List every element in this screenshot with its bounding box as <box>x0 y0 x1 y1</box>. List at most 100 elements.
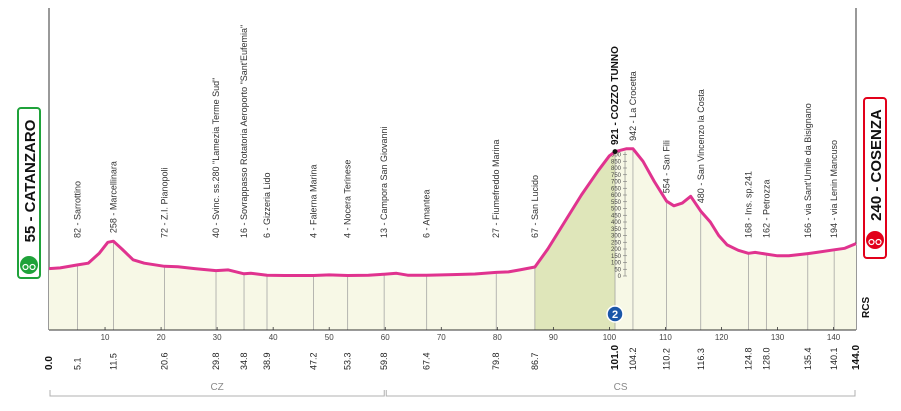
km-marker-label: 20.6 <box>159 352 169 370</box>
km-marker-label: 144.0 <box>851 345 862 370</box>
km-marker-label: 124.8 <box>743 347 753 370</box>
km-marker-label: 116.3 <box>696 348 706 370</box>
finish-badge-box <box>863 97 887 259</box>
climb-scale-label: 850 <box>611 159 622 165</box>
km-marker-label: 29.8 <box>211 352 221 370</box>
finish-city-label: 240 - COSENZA <box>868 109 885 221</box>
km-marker-label: 5.1 <box>73 357 83 370</box>
waypoint-label: 82 - Sarrottino <box>73 181 83 238</box>
km-marker-label: 11.5 <box>108 353 118 370</box>
waypoint-label: 4 - Nocera Terinese <box>343 160 353 238</box>
km-marker-label: 38.9 <box>262 352 272 370</box>
km-marker-label: 135.4 <box>803 347 813 370</box>
climb-category-badge <box>606 305 624 323</box>
start-city-label: 55 - CATANZARO <box>22 119 39 242</box>
km-marker-label: 110.2 <box>662 348 672 370</box>
km-tick-label: 140 <box>827 333 841 342</box>
waypoint-label: 166 - via Sant'Umile da Bisignano <box>803 103 813 238</box>
start-bike-wheel-l <box>22 263 29 271</box>
climb-scale-label: 650 <box>611 186 622 192</box>
summit-dot <box>612 149 618 155</box>
finish-bike-wheel-l <box>868 238 875 246</box>
rcs-logo-text: RCS <box>861 297 872 318</box>
region-brackets: CZ CS <box>49 382 856 397</box>
km-tick-label: 130 <box>771 333 785 342</box>
start-badge: 55 - CATANZARO <box>17 107 41 279</box>
climb-scale-label: 700 <box>611 180 622 186</box>
km-tick-label: 120 <box>715 333 729 342</box>
climb-scale-label: 400 <box>611 220 622 226</box>
waypoint-label: 67 - San Lucido <box>530 175 540 238</box>
km-marker-label: 101.0 <box>610 345 621 370</box>
km-tick-label: 70 <box>437 333 446 342</box>
km-marker-label: 140.1 <box>829 347 839 370</box>
climb-scale-label: 550 <box>611 200 622 206</box>
km-tick-label: 80 <box>493 333 502 342</box>
start-bike-wheel-r <box>29 263 36 271</box>
waypoint-label: 942 - La Crocetta <box>628 71 638 141</box>
climb-scale-label: 450 <box>611 213 622 219</box>
climb-scale-label: 250 <box>611 240 622 246</box>
climb-area-fill <box>534 151 616 330</box>
km-marker-label: 128.0 <box>761 347 771 370</box>
summit-label: 921 - COZZO TUNNO <box>610 46 621 145</box>
region-bracket <box>49 390 385 397</box>
waypoint-label: 27 - Fiumefreddo Marina <box>491 139 501 238</box>
climb-category-label: 2 <box>612 309 618 321</box>
km-tick-label: 30 <box>213 333 222 342</box>
waypoint-label: 554 - San Fili <box>662 140 672 193</box>
km-tick-label: 90 <box>549 333 558 342</box>
climb-scale-label: 200 <box>611 247 622 253</box>
waypoint-label: 6 - Amantea <box>422 189 432 238</box>
km-marker-label: 47.2 <box>309 352 319 370</box>
waypoint-label: 6 - Gizzeria Lido <box>262 172 272 238</box>
start-bike-icon <box>20 256 38 274</box>
waypoint-label: 194 - via Lenin Mancuso <box>829 140 839 238</box>
climb-scale-label: 600 <box>611 193 622 199</box>
climb-scale-label: 50 <box>614 267 621 273</box>
waypoint-label: 258 - Marcellinara <box>108 161 118 233</box>
climb-scale-label: 300 <box>611 234 622 240</box>
km-marker-label: 34.8 <box>239 352 249 370</box>
km-tick-label: 10 <box>101 333 110 342</box>
climb-scale-label: 150 <box>611 254 622 260</box>
waypoint-label: 72 - Z.I. Pianopoli <box>159 167 169 238</box>
elevation-line <box>48 147 857 277</box>
km-marker-label: 79.8 <box>491 352 501 370</box>
region-label: CZ <box>210 382 223 393</box>
finish-bike-wheel-r <box>875 238 882 246</box>
waypoint-label: 40 - Svinc. ss.280 "Lamezia Terme Sud" <box>211 78 221 238</box>
finish-badge: 240 - COSENZA <box>863 97 887 259</box>
km-tick-label: 40 <box>269 333 278 342</box>
km-marker-label: 59.8 <box>379 352 389 370</box>
climb-scale-label: 800 <box>611 166 622 172</box>
finish-bike-icon <box>866 231 884 249</box>
start-badge-box <box>17 107 41 279</box>
summit-marker: 2 <box>606 305 624 323</box>
profile-area-fill <box>49 148 856 330</box>
climb-scale-label: 500 <box>611 207 622 213</box>
km-marker-label: 104.2 <box>628 347 638 370</box>
km-marker-label: 0.0 <box>44 356 55 370</box>
climb-altitude-scale: 9008508007507006506005505004504003503002… <box>611 151 628 280</box>
waypoint-labels: 82 - Sarrottino 258 - Marcellinara 72 - Z.… <box>73 25 840 238</box>
waypoint-label: 480 - San Vincenzo la Costa <box>696 89 706 203</box>
region-label: CS <box>614 382 628 393</box>
km-tick-label: 110 <box>659 333 672 342</box>
waypoint-label: 16 - Sovrappasso Rotatoria Aeroporto "Sa… <box>239 25 249 238</box>
km-tick-label: 100 <box>603 333 617 342</box>
climb-scale-label: 350 <box>611 227 622 233</box>
km-marker-label: 86.7 <box>530 352 540 370</box>
waypoint-label: 168 - Ins. sp.241 <box>743 171 753 238</box>
km-tick-label: 50 <box>325 333 334 342</box>
waypoint-label: 162 - Petrozza <box>761 179 771 238</box>
rcs-logo: RCS <box>861 297 872 318</box>
km-tick-label: 60 <box>381 333 390 342</box>
waypoint-lines <box>77 148 835 330</box>
x-axis: 10 20 30 40 50 60 70 80 90 100 110 120 130 140 0.0 5.1 1… <box>44 327 862 370</box>
waypoint-label: 4 - Falerna Marina <box>309 164 319 238</box>
region-bracket <box>385 390 856 397</box>
km-marker-label: 67.4 <box>422 352 432 370</box>
km-marker-label: 53.3 <box>343 352 353 370</box>
